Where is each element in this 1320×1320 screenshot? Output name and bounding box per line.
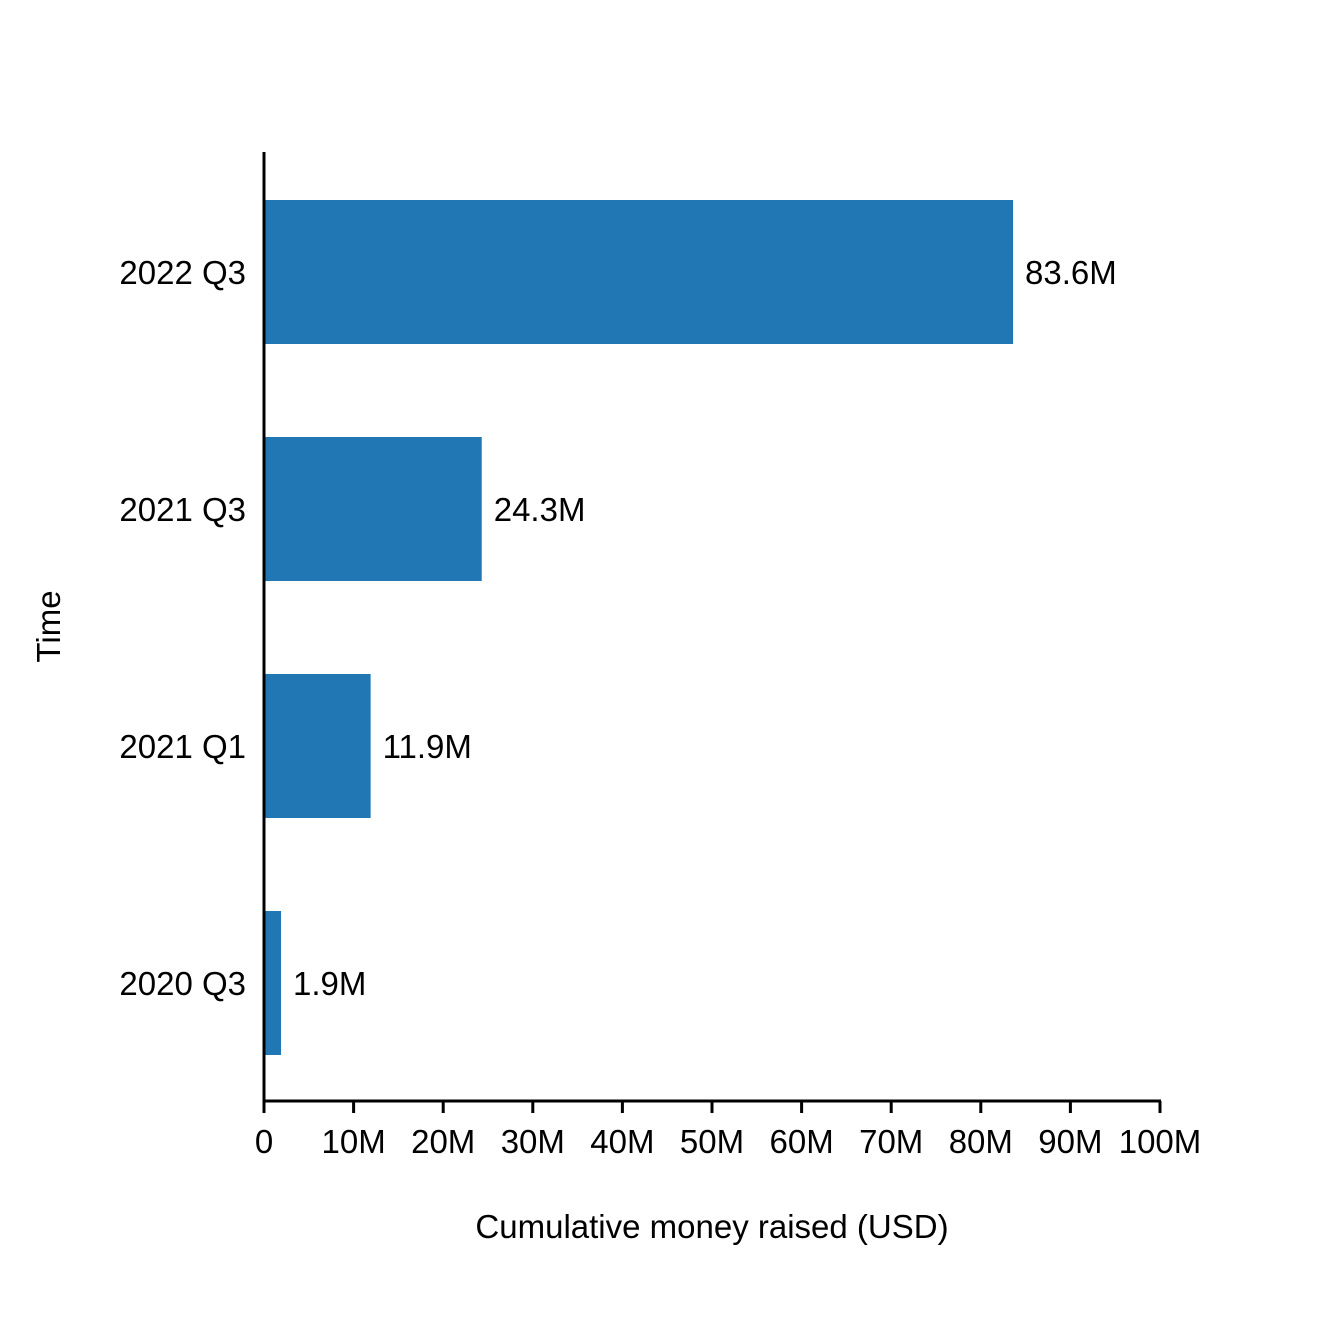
x-tick-label-30m: 30M <box>501 1123 565 1160</box>
x-tick-label-40m: 40M <box>590 1123 654 1160</box>
y-tick-label-2021-q1: 2021 Q1 <box>119 728 246 765</box>
x-tick-label-70m: 70M <box>859 1123 923 1160</box>
bar-2020-q3 <box>264 911 282 1055</box>
y-tick-label-2020-q3: 2020 Q3 <box>119 965 246 1002</box>
x-tick-label-80m: 80M <box>949 1123 1013 1160</box>
x-tick-label-50m: 50M <box>680 1123 744 1160</box>
bar-2021-q3 <box>264 437 482 581</box>
y-tick-label-2022-q3: 2022 Q3 <box>119 254 246 291</box>
data-label-2021-q1: 11.9M <box>383 728 472 765</box>
y-tick-labels-layer: 2020 Q3 2021 Q1 2021 Q3 2022 Q3 <box>119 254 246 1002</box>
x-axis-title: Cumulative money raised (USD) <box>475 1208 948 1245</box>
data-label-2021-q3: 24.3M <box>494 491 586 528</box>
bar-2021-q1 <box>264 674 371 818</box>
x-tick-label-10m: 10M <box>321 1123 385 1160</box>
bar-2022-q3 <box>264 200 1014 344</box>
x-tick-label-20m: 20M <box>411 1123 475 1160</box>
x-ticks-layer: 0 10M 20M 30M 40M 50M 60M 70M 80M 90M 100M <box>255 1101 1201 1160</box>
y-tick-label-2021-q3: 2021 Q3 <box>119 491 246 528</box>
y-axis-title: Time <box>30 590 67 662</box>
x-tick-label-0: 0 <box>255 1123 273 1160</box>
x-tick-label-100m: 100M <box>1119 1123 1202 1160</box>
data-label-2020-q3: 1.9M <box>293 965 366 1002</box>
x-tick-label-90m: 90M <box>1038 1123 1102 1160</box>
bars-layer <box>264 200 1014 1055</box>
data-label-2022-q3: 83.6M <box>1025 254 1117 291</box>
x-tick-label-60m: 60M <box>769 1123 833 1160</box>
data-labels-layer: 1.9M 11.9M 24.3M 83.6M <box>293 254 1117 1002</box>
